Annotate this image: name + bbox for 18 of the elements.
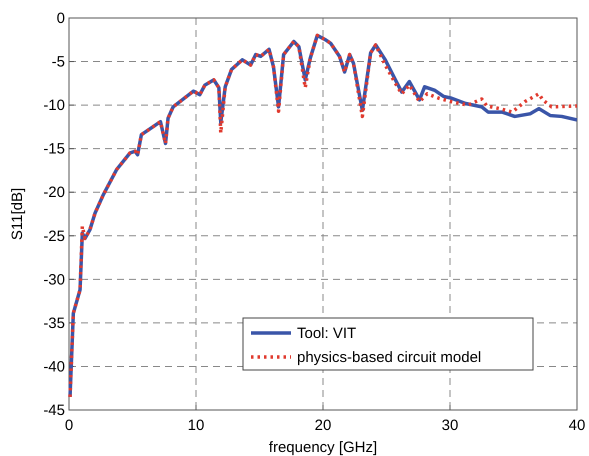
- legend-label: physics-based circuit model: [297, 349, 482, 366]
- y-tick-label: -5: [52, 54, 65, 71]
- y-tick-label: -30: [43, 271, 65, 288]
- x-axis-title: frequency [GHz]: [268, 439, 378, 456]
- x-tick-label: 30: [442, 417, 458, 434]
- y-tick-label: -40: [43, 358, 65, 376]
- legend-label: Tool: VIT: [297, 325, 356, 342]
- y-tick-label: -10: [43, 97, 65, 114]
- y-axis-title: S11[dB]: [9, 188, 26, 240]
- y-tick-label: -15: [43, 140, 65, 158]
- x-tick-label: 40: [568, 417, 586, 434]
- y-tick-label: -25: [43, 228, 65, 245]
- y-tick-label: 0: [56, 10, 65, 27]
- x-tick-label: 10: [188, 417, 204, 434]
- y-tick-label: -20: [43, 184, 65, 202]
- x-tick-label: 20: [314, 417, 332, 434]
- y-tick-label: -45: [43, 402, 65, 419]
- y-tick-label: -35: [43, 314, 65, 332]
